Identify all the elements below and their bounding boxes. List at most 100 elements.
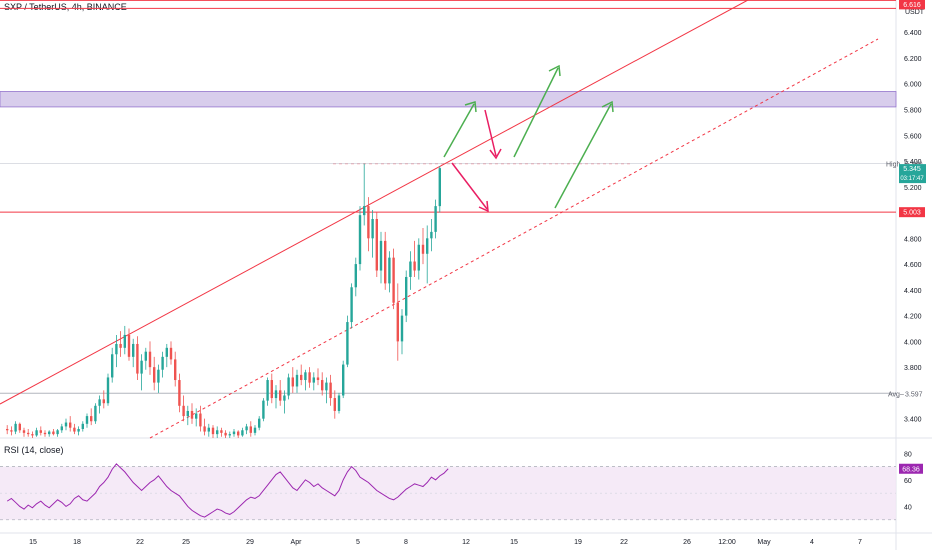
candle-body — [253, 427, 257, 433]
arrow-up-2 — [513, 67, 559, 158]
candle-body — [329, 382, 332, 399]
candle-body — [14, 423, 17, 432]
rsi-value: 68.36 — [902, 466, 920, 473]
candle-body — [266, 380, 269, 401]
candle-body — [312, 377, 315, 383]
candle-body — [396, 302, 399, 342]
avg-tag: Avg – 3.597 — [888, 391, 923, 398]
candle-body — [434, 206, 437, 232]
candle-body — [375, 219, 378, 271]
avg-label: Avg — [888, 391, 900, 398]
time-tick-label: 4 — [810, 539, 814, 546]
candle-body — [270, 380, 273, 399]
candle-body — [228, 434, 231, 436]
candle-body — [102, 399, 105, 404]
candle-body — [287, 377, 290, 396]
candle-body — [31, 434, 34, 436]
top-level-value: 6.616 — [903, 2, 921, 9]
candle-body — [371, 219, 374, 239]
candle-body — [262, 400, 265, 419]
rsi-tick-label: 80 — [904, 451, 912, 458]
time-tick-label: 19 — [574, 539, 582, 546]
support-tag: 5.003 — [899, 207, 925, 218]
candle-body — [392, 257, 395, 303]
avg-value: 3.597 — [905, 391, 923, 398]
time-tick-label: 15 — [29, 539, 37, 546]
arrow-up-3-head — [601, 100, 614, 113]
candle-body — [291, 377, 294, 387]
time-axis[interactable]: 15 18 22 25 29 Apr 5 8 12 15 19 22 26 12:00 May 4 7 — [29, 539, 862, 546]
time-tick-label: 15 — [510, 539, 518, 546]
candle-body — [308, 372, 311, 383]
candle-body — [300, 374, 303, 381]
top-level-tag: 6.616 — [899, 0, 925, 10]
arrow-up-3 — [554, 103, 612, 209]
candle-body — [211, 427, 215, 435]
rsi-value-tag: 68.36 — [899, 463, 923, 474]
time-tick-label: 18 — [73, 539, 81, 546]
time-tick-label: Apr — [291, 539, 303, 546]
candle-body — [304, 372, 307, 381]
support-value: 5.003 — [903, 210, 921, 217]
candle-body — [333, 398, 336, 411]
candle-body — [6, 428, 9, 431]
arrow-up-1-head — [464, 101, 477, 113]
candle-body — [165, 347, 168, 357]
price-tick-label: 4.800 — [904, 236, 922, 243]
lower-trendline — [149, 38, 879, 439]
candle-body — [249, 426, 252, 433]
candle-body — [81, 423, 84, 429]
candles — [6, 163, 441, 438]
symbol-title: SXP / TetherUS, 4h, BINANCE — [4, 2, 127, 12]
candle-body — [69, 422, 72, 428]
arrow-down-1-head — [489, 148, 502, 160]
arrow-up-2-head — [548, 64, 561, 77]
candle-body — [119, 343, 122, 348]
candle-body — [85, 416, 89, 424]
time-tick-label: 29 — [246, 539, 254, 546]
candle-body — [140, 360, 143, 374]
candle-body — [77, 428, 80, 432]
candle-body — [316, 377, 320, 381]
price-tick-label: 4.000 — [904, 339, 922, 346]
price-axis[interactable]: 6.400 6.200 6.000 5.800 5.600 5.400 5.200 4.800… — [904, 30, 922, 423]
candle-body — [178, 380, 181, 406]
candle-body — [127, 334, 131, 357]
candle-body — [220, 430, 223, 433]
price-tick-label: 5.400 — [904, 159, 922, 166]
rsi-tick-label: 40 — [904, 504, 912, 511]
time-tick-label: 25 — [182, 539, 190, 546]
time-tick-label: 12 — [462, 539, 470, 546]
time-tick-label: 22 — [620, 539, 628, 546]
price-tick-label: 4.600 — [904, 262, 922, 269]
currency-label: USDT — [905, 9, 925, 16]
candle-body — [35, 430, 38, 436]
candle-body — [195, 413, 198, 419]
time-tick-label: 22 — [136, 539, 144, 546]
candle-body — [123, 334, 126, 348]
candle-body — [106, 377, 110, 404]
avg-separator: – — [900, 391, 904, 398]
candle-body — [115, 343, 118, 355]
candle-body — [405, 276, 408, 316]
candle-body — [207, 427, 210, 432]
candle-body — [60, 426, 63, 431]
upper-trendline — [0, 0, 749, 405]
candle-body — [417, 244, 420, 271]
candle-body — [182, 405, 185, 417]
candle-body — [111, 354, 114, 378]
candle-body — [94, 405, 97, 422]
candle-body — [283, 395, 286, 401]
rsi-tick-label: 60 — [904, 478, 912, 485]
candle-body — [384, 240, 387, 284]
time-tick-label: 8 — [404, 539, 408, 546]
candle-body — [279, 390, 282, 401]
candle-body — [90, 416, 93, 422]
candle-body — [421, 244, 425, 254]
projection-arrows — [443, 64, 614, 213]
candle-body — [148, 351, 152, 368]
price-tick-label: 6.200 — [904, 56, 922, 63]
candle-body — [295, 374, 299, 387]
candle-body — [426, 238, 429, 254]
